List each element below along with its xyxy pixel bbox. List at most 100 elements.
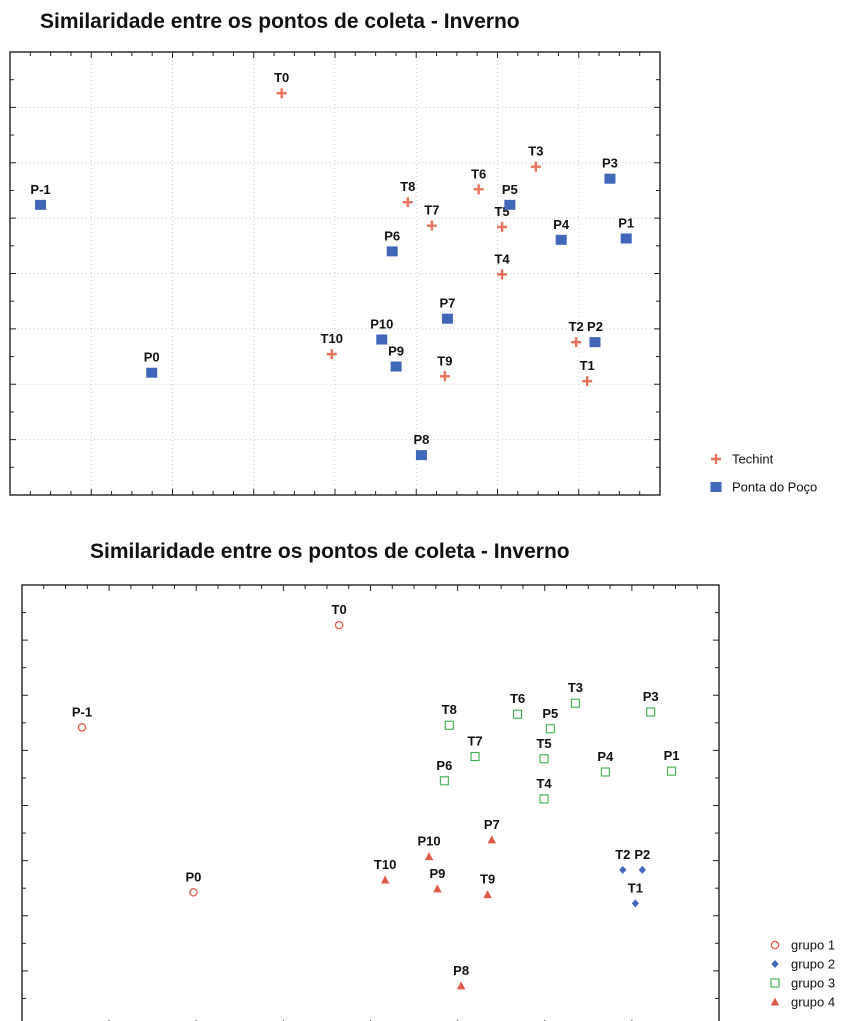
point-t7 <box>426 220 437 231</box>
point-label-t9: T9 <box>437 353 452 368</box>
point-label-p1: P1 <box>664 748 680 763</box>
point-label-t8: T8 <box>400 179 415 194</box>
scatter-plot-top: T0T1T2T3T4T5T6T7T8T9T10P-1P0P1P2P3P4P5P6… <box>9 51 817 496</box>
point-label-t1: T1 <box>580 358 595 373</box>
point-t3 <box>570 698 580 708</box>
point-label-p4: P4 <box>597 749 614 764</box>
point-p5 <box>545 724 555 734</box>
point-t6 <box>473 184 484 195</box>
point-t0 <box>276 88 287 99</box>
point-label-p1: P1 <box>618 216 634 231</box>
point-label-p5: P5 <box>502 182 518 197</box>
point-label-t7: T7 <box>424 203 439 218</box>
point-label-t1: T1 <box>628 880 643 895</box>
chart-title-bottom: Similaridade entre os pontos de coleta -… <box>90 540 570 563</box>
point-label-p5: P5 <box>542 706 558 721</box>
point-t9 <box>439 371 450 382</box>
point-p4 <box>555 234 567 245</box>
point-t5 <box>497 221 508 232</box>
point-t9 <box>483 890 492 899</box>
point-t7 <box>470 751 480 762</box>
point-t6 <box>513 709 523 719</box>
legend-marker-grupo-2 <box>771 960 779 968</box>
point-label-p0: P0 <box>186 869 202 884</box>
legend-item-techint: Techint <box>732 452 774 467</box>
point-label-p7: P7 <box>484 817 500 832</box>
point-label-p9: P9 <box>429 866 445 881</box>
legend-marker-techint <box>711 454 721 464</box>
plot-area: T0T1T2T3T4T5T6T7T8T9T10P-1P0P1P2P3P4P5P6… <box>9 51 661 496</box>
point-p5 <box>504 199 516 210</box>
point-t8 <box>444 720 454 730</box>
legend-item-grupo-3: grupo 3 <box>791 976 835 991</box>
point-label-t8: T8 <box>442 702 457 717</box>
point-t4 <box>497 269 508 280</box>
legend-marker-ponta-do-po-o <box>710 482 722 492</box>
point-label-p6: P6 <box>384 228 400 243</box>
point-label-t4: T4 <box>494 251 510 266</box>
point-p3 <box>604 173 616 184</box>
point-label-p6: P6 <box>436 758 452 773</box>
point-p-1 <box>35 199 47 210</box>
point-label-p3: P3 <box>643 689 659 704</box>
point-p8 <box>456 981 466 990</box>
point-label-p4: P4 <box>553 217 570 232</box>
point-t1 <box>631 899 639 908</box>
point-p2 <box>638 865 646 874</box>
point-label-t5: T5 <box>536 736 551 751</box>
point-label-t7: T7 <box>467 734 482 749</box>
legend-item-grupo-1: grupo 1 <box>791 938 835 953</box>
point-t1 <box>582 376 593 387</box>
point-label-t2: T2 <box>615 847 630 862</box>
point-label-p8: P8 <box>453 963 469 978</box>
series-ponta-do-po-o: P-1 P0 P1 P2 P3 P4 P5 P6 P7 P8 P9 P10 <box>30 156 634 461</box>
point-label-t0: T0 <box>274 70 289 85</box>
point-p1 <box>620 233 632 244</box>
point-label-t10: T10 <box>321 331 343 346</box>
point-p3 <box>646 707 656 717</box>
point-label-t4: T4 <box>536 776 552 791</box>
legend: grupo 1 grupo 2 grupo 3 grupo 4 <box>770 938 835 1010</box>
point-p6 <box>439 776 449 786</box>
point-label-p3: P3 <box>602 156 618 171</box>
chart-title-top: Similaridade entre os pontos de coleta -… <box>40 10 520 33</box>
point-label-p-1: P-1 <box>72 704 92 719</box>
point-t5 <box>539 754 549 764</box>
point-t2 <box>571 337 582 348</box>
series-grupo-4: T9 T10 P7 P8 P9 P10 <box>374 817 500 990</box>
point-p6 <box>386 246 398 257</box>
series-grupo-2: T1 T2 P2 <box>615 847 650 908</box>
point-p9 <box>433 884 442 893</box>
point-label-p8: P8 <box>413 432 429 447</box>
point-label-t9: T9 <box>480 872 495 887</box>
point-label-t10: T10 <box>374 857 396 872</box>
plot-area: T0 P-1 P0 T1 T2 P2 T3 T4 T5 T6 T7 T8 P1 P3 P4 P5 P6 T9 T10… <box>21 584 720 1021</box>
point-t3 <box>530 161 541 172</box>
point-label-p2: P2 <box>634 847 650 862</box>
point-label-t2: T2 <box>569 319 584 334</box>
point-label-t0: T0 <box>332 602 347 617</box>
point-t4 <box>539 794 549 804</box>
point-label-t6: T6 <box>471 166 486 181</box>
point-p10 <box>424 852 434 861</box>
point-label-p2: P2 <box>587 319 603 334</box>
point-t2 <box>619 865 627 874</box>
point-t0 <box>334 620 344 630</box>
series-grupo-1: T0 P-1 P0 <box>72 602 347 897</box>
point-label-p-1: P-1 <box>30 182 50 197</box>
legend-item-grupo-4: grupo 4 <box>791 995 835 1010</box>
point-label-p7: P7 <box>439 296 455 311</box>
point-p8 <box>415 450 427 461</box>
point-p0 <box>189 888 198 897</box>
legend-marker-grupo-3 <box>770 978 780 988</box>
point-t10 <box>380 875 390 884</box>
point-p-1 <box>77 723 87 732</box>
point-p7 <box>487 835 496 844</box>
series-grupo-3: T3 T4 T5 T6 T7 T8 P1 P3 P4 P5 P6 <box>436 680 680 804</box>
point-p4 <box>600 767 610 777</box>
legend-marker-grupo-1 <box>770 940 780 950</box>
point-label-p9: P9 <box>388 344 404 359</box>
point-label-t6: T6 <box>510 691 525 706</box>
